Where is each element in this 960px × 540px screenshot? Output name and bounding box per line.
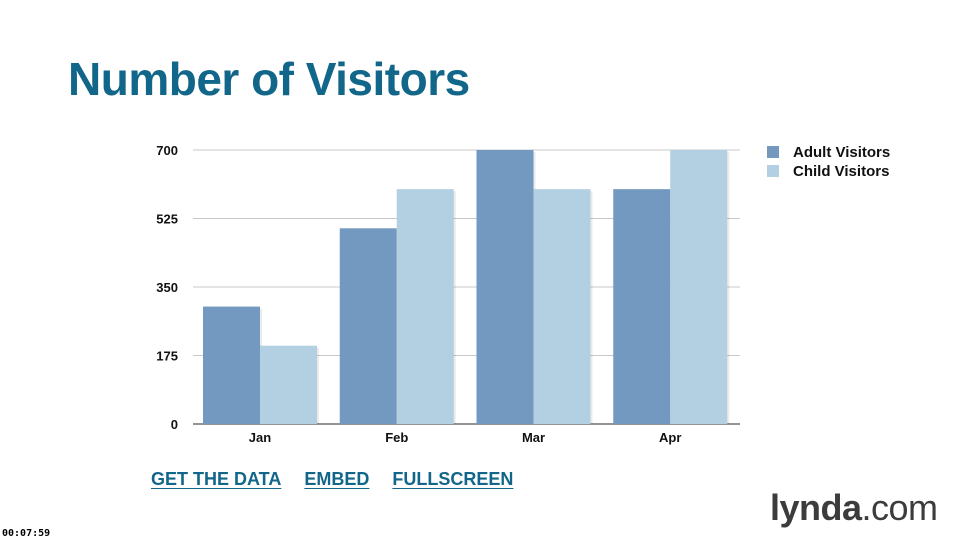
bar-adult-visitors-feb xyxy=(339,228,397,424)
fullscreen-link[interactable]: FULLSCREEN xyxy=(392,469,514,489)
video-timestamp: 00:07:59 xyxy=(2,528,51,539)
bar-adult-visitors-jan xyxy=(203,306,260,424)
legend-label: Adult Visitors xyxy=(793,144,890,161)
y-tick-label: 700 xyxy=(156,143,178,158)
bar-adult-visitors-mar xyxy=(476,150,534,424)
chart-bars xyxy=(203,150,730,424)
legend-swatch xyxy=(767,146,779,158)
bar-adult-visitors-apr xyxy=(613,189,671,424)
legend-label: Child Visitors xyxy=(793,163,889,180)
x-axis-ticks: Jan Feb Mar Apr xyxy=(249,430,682,445)
y-tick-label: 350 xyxy=(156,280,178,295)
legend-swatch xyxy=(767,165,779,177)
y-tick-label: 525 xyxy=(156,212,178,227)
bar-child-visitors-feb xyxy=(396,189,454,424)
x-tick-label: Apr xyxy=(659,430,681,445)
bar-child-visitors-jan xyxy=(260,345,317,424)
brand-name: lynda xyxy=(770,487,862,528)
get-the-data-link[interactable]: GET THE DATA xyxy=(151,469,282,489)
y-tick-label: 175 xyxy=(156,349,178,364)
y-axis-ticks: 0 175 350 525 700 xyxy=(156,143,178,432)
chart-links: GET THE DATA EMBED FULLSCREEN xyxy=(151,469,531,490)
chart-legend: Adult Visitors Child Visitors xyxy=(767,144,890,180)
bar-child-visitors-mar xyxy=(533,189,591,424)
x-tick-label: Jan xyxy=(249,430,271,445)
y-tick-label: 0 xyxy=(171,417,178,432)
page-title: Number of Visitors xyxy=(68,53,470,105)
x-tick-label: Mar xyxy=(522,430,545,445)
bar-child-visitors-apr xyxy=(670,150,728,424)
embed-link[interactable]: EMBED xyxy=(304,469,370,489)
lynda-logo: lynda.com xyxy=(770,487,938,529)
brand-suffix: .com xyxy=(861,487,939,528)
x-tick-label: Feb xyxy=(385,430,408,445)
